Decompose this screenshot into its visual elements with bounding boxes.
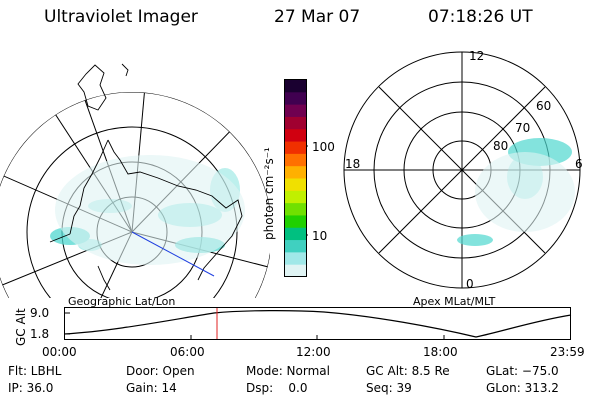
status-seq: Seq: 39 [366,381,412,395]
colorbar-tick-10: 10 [312,229,328,243]
apex-caption: Apex MLat/MLT [413,295,496,308]
status-flt: Flt: LBHL [8,364,62,378]
alt-ylabel: GC Alt [14,308,28,346]
mlat-label-70: 70 [515,121,530,135]
colorbar-segment [285,116,306,130]
colorbar-segment [285,153,306,167]
mlat-label-60: 60 [536,99,551,113]
status-glat: GLat: −75.0 [486,364,559,378]
date-label: 27 Mar 07 [274,7,361,27]
mlt-label-12: 12 [469,49,484,63]
colorbar-segment [285,178,306,192]
altitude-timeline [64,307,572,340]
colorbar-segment [285,264,306,277]
colorbar-segment [285,129,306,143]
alt-ytick-bottom: 1.8 [30,327,50,341]
status-ip: IP: 36.0 [8,381,54,395]
colorbar-unit-label: photon cm⁻²s⁻¹ [262,147,276,240]
geographic-map-panel [0,63,270,298]
status-glon: GLon: 313.2 [486,381,559,395]
status-gain: Gain: 14 [126,381,177,395]
altitude-curve [64,310,572,338]
alt-xtick-1800: 18:00 [423,345,458,359]
colorbar-segment [285,141,306,155]
colorbar-segment [285,240,306,253]
status-door: Door: Open [126,364,195,378]
alt-xtick-1200: 12:00 [296,345,331,359]
colorbar-segment [285,215,306,229]
instrument-title: Ultraviolet Imager [44,7,198,27]
colorbar-segment [285,80,306,93]
colorbar-segment [285,92,306,106]
colorbar [284,79,308,277]
colorbar-segment [285,166,306,179]
colorbar-segment [285,104,306,118]
alt-xtick-0600: 06:00 [170,345,205,359]
colorbar-segment [285,227,306,241]
colorbar-segment [285,252,306,266]
alt-xtick-0000: 00:00 [42,345,77,359]
alt-ytick-top: 9.0 [30,306,50,320]
status-gc-alt: GC Alt: 8.5 Re [366,364,450,378]
image-field [55,155,245,265]
mlat-mlt-panel: 12 18 6 0 60 70 80 [343,49,583,291]
colorbar-tick-100: 100 [312,140,335,154]
mlt-label-6: 6 [575,157,583,171]
geographic-caption: Geographic Lat/Lon [68,295,176,308]
image-field [475,152,575,232]
mlat-label-80: 80 [493,139,508,153]
status-mode: Mode: Normal [246,364,330,378]
mlt-label-0: 0 [466,277,474,291]
time-label: 07:18:26 UT [428,7,533,27]
colorbar-segment [285,203,306,216]
status-dsp: Dsp: 0.0 [246,381,308,395]
continent-outline [49,63,243,291]
mlt-label-18: 18 [345,157,360,171]
alt-xtick-2359: 23:59 [550,345,585,359]
colorbar-segment [285,190,306,204]
sun-direction-line [131,231,215,277]
